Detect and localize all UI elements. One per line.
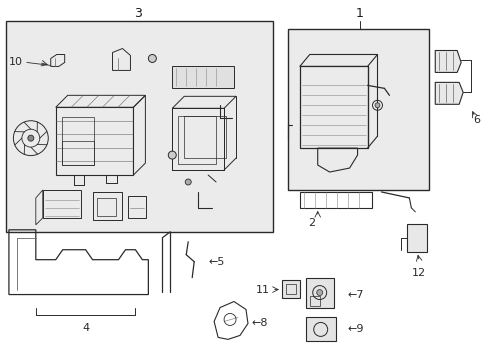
Bar bbox=[96, 198, 116, 216]
Bar bbox=[299, 67, 367, 148]
Bar bbox=[287, 28, 428, 190]
Text: ←8: ←8 bbox=[251, 319, 268, 328]
Bar bbox=[92, 192, 122, 220]
Bar bbox=[128, 196, 146, 218]
Bar bbox=[281, 280, 299, 298]
Text: ←7: ←7 bbox=[347, 289, 364, 300]
Text: 10: 10 bbox=[9, 58, 23, 67]
Circle shape bbox=[185, 179, 191, 185]
Bar bbox=[172, 108, 224, 170]
Text: 12: 12 bbox=[411, 268, 426, 278]
Text: 3: 3 bbox=[134, 7, 142, 20]
Text: 11: 11 bbox=[255, 284, 269, 294]
Bar bbox=[309, 296, 319, 306]
Bar bbox=[42, 190, 81, 218]
Text: ←9: ←9 bbox=[347, 324, 364, 334]
Text: 4: 4 bbox=[82, 323, 89, 333]
Bar bbox=[184, 116, 225, 158]
Text: 1: 1 bbox=[355, 7, 363, 20]
Bar bbox=[172, 108, 224, 170]
Bar bbox=[299, 192, 371, 208]
Circle shape bbox=[168, 151, 176, 159]
Bar bbox=[6, 21, 272, 232]
Circle shape bbox=[374, 103, 379, 108]
Circle shape bbox=[28, 135, 34, 141]
Bar bbox=[305, 278, 333, 307]
Bar bbox=[56, 107, 133, 175]
Polygon shape bbox=[434, 50, 460, 72]
Bar bbox=[305, 318, 335, 341]
Text: 6: 6 bbox=[472, 115, 479, 125]
Polygon shape bbox=[434, 82, 462, 104]
Text: ←5: ←5 bbox=[208, 257, 224, 267]
Bar bbox=[61, 117, 93, 165]
Bar bbox=[61, 141, 93, 165]
Circle shape bbox=[148, 54, 156, 62]
Bar bbox=[178, 116, 216, 164]
Bar bbox=[407, 224, 427, 252]
Bar bbox=[172, 67, 234, 88]
Circle shape bbox=[316, 289, 322, 296]
Bar bbox=[285, 284, 295, 293]
Text: 2: 2 bbox=[307, 218, 315, 228]
